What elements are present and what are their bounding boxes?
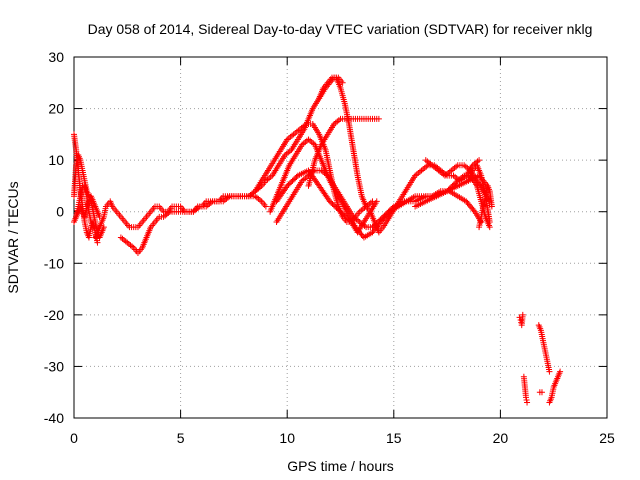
data-point <box>336 207 343 214</box>
data-point <box>519 311 526 318</box>
series-arc-l <box>267 136 485 241</box>
data-point <box>386 207 393 214</box>
data-point <box>486 224 493 231</box>
data-point <box>373 198 380 205</box>
data-point <box>289 177 296 184</box>
data-point <box>538 389 545 396</box>
data-point <box>444 188 451 195</box>
axis-ticks: 0 5 10 15 20 25 -40 -30 -20 -10 0 10 20 30 <box>44 49 615 446</box>
data-point <box>389 204 396 211</box>
data-point <box>285 181 292 188</box>
data-point <box>470 207 477 214</box>
data-point <box>476 157 483 164</box>
chart-title: Day 058 of 2014, Sidereal Day-to-day VTE… <box>88 21 593 37</box>
data-point <box>524 399 531 406</box>
data-point <box>292 175 299 182</box>
y-tick-label: 20 <box>48 101 64 117</box>
data-point <box>262 203 269 210</box>
y-axis-label: SDTVAR / TECUs <box>5 181 21 293</box>
y-tick-label: 30 <box>48 49 64 65</box>
data-point <box>330 202 337 209</box>
data-point <box>290 176 297 183</box>
data-point <box>445 186 452 193</box>
x-tick-label: 0 <box>70 430 78 446</box>
data-point <box>370 222 377 229</box>
x-tick-label: 20 <box>493 430 509 446</box>
data-point <box>326 198 333 205</box>
data-point <box>94 239 101 246</box>
data-point <box>293 173 300 180</box>
data-point <box>452 180 459 187</box>
data-point <box>332 203 339 210</box>
series-tail-5 <box>546 368 564 406</box>
data-point <box>388 206 395 213</box>
data-point <box>546 368 553 375</box>
x-axis-label: GPS time / hours <box>287 458 394 474</box>
data-point <box>374 219 381 226</box>
x-tick-label: 25 <box>599 430 615 446</box>
data-point <box>284 182 291 189</box>
y-tick-label: 10 <box>48 152 64 168</box>
data-point <box>380 213 387 220</box>
data-point <box>446 185 453 192</box>
series-arc-e <box>81 193 103 220</box>
data-point <box>329 200 336 207</box>
data-point <box>486 219 493 226</box>
y-tick-label: -30 <box>44 358 64 374</box>
y-tick-label: -40 <box>44 410 64 426</box>
data-point <box>488 203 495 210</box>
data-point <box>378 215 385 222</box>
data-point <box>381 212 388 219</box>
data-point <box>338 210 345 217</box>
series-tail-3 <box>535 322 553 375</box>
data-point <box>90 224 97 231</box>
x-tick-label: 10 <box>279 430 295 446</box>
data-point <box>377 216 384 223</box>
data-point <box>286 180 293 187</box>
data-point <box>376 217 383 224</box>
series-arc-q <box>476 182 495 231</box>
data-point <box>333 204 340 211</box>
data-point <box>328 199 335 206</box>
data-point <box>557 368 564 375</box>
series-tail-2 <box>520 373 531 406</box>
x-tick-label: 15 <box>386 430 402 446</box>
y-tick-label: 0 <box>56 204 64 220</box>
data-point <box>453 179 460 186</box>
data-point <box>375 115 382 122</box>
data-point <box>372 221 379 228</box>
series-arc-b <box>71 151 107 241</box>
data-point <box>382 211 389 218</box>
grid-lines <box>74 57 607 418</box>
data-point <box>449 182 456 189</box>
data-point <box>450 181 457 188</box>
data-point <box>337 208 344 215</box>
data-point <box>384 210 391 217</box>
series-tail-1 <box>516 311 526 329</box>
y-tick-label: -20 <box>44 307 64 323</box>
data-point <box>448 184 455 191</box>
x-tick-label: 5 <box>177 430 185 446</box>
data-point <box>340 211 347 218</box>
data-point <box>334 206 341 213</box>
data-point <box>385 208 392 215</box>
data-point <box>522 394 529 401</box>
data-points <box>71 74 564 406</box>
data-point <box>369 224 376 231</box>
data-point <box>373 220 380 227</box>
plot-frame <box>73 56 608 419</box>
data-point <box>288 179 295 186</box>
data-point <box>523 396 530 403</box>
series-tail-4 <box>536 389 545 396</box>
y-tick-label: -10 <box>44 255 64 271</box>
